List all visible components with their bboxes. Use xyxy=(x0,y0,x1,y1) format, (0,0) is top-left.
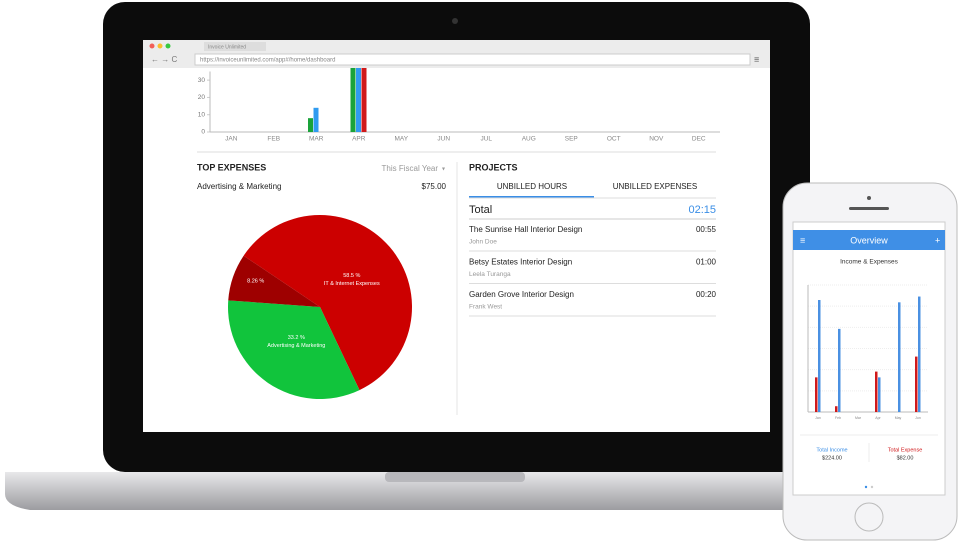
pie-slice xyxy=(243,215,412,391)
x-tick-label: JUL xyxy=(480,136,492,143)
pie-slice xyxy=(228,255,320,307)
x-tick-label: MAR xyxy=(309,136,324,143)
y-tick-label: 30 xyxy=(198,77,206,84)
expense-amount: $75.00 xyxy=(422,182,447,191)
period-select[interactable]: This Fiscal Year xyxy=(382,164,439,173)
slice-value: 8.26 % xyxy=(247,278,264,284)
chart-title: Income & Expenses xyxy=(840,259,899,266)
project-name: Betsy Estates Interior Design xyxy=(469,258,572,267)
section-title: PROJECTS xyxy=(469,162,518,172)
bar xyxy=(313,107,319,132)
project-name: The Sunrise Hall Interior Design xyxy=(469,225,582,234)
x-tick-label: OCT xyxy=(607,136,621,143)
bar xyxy=(918,296,921,412)
nav-icons[interactable]: ← → C xyxy=(151,55,177,64)
menu[interactable]: ≡ xyxy=(800,235,805,245)
y-tick-label: 20 xyxy=(198,94,206,101)
x-tick-label: Jan xyxy=(815,416,821,420)
y-tick-label: 10 xyxy=(198,111,206,118)
tab-indicator xyxy=(469,196,594,198)
bar xyxy=(898,302,901,412)
dot xyxy=(149,43,155,49)
income-label: Total Income xyxy=(816,447,847,453)
bar xyxy=(878,377,881,412)
tab[interactable]: UNBILLED HOURS xyxy=(497,182,567,191)
tab[interactable] xyxy=(204,42,266,51)
x-tick-label: NOV xyxy=(649,136,664,143)
x-tick-label: Jun xyxy=(915,416,921,420)
x-tick-label: May xyxy=(895,416,902,420)
section-title: TOP EXPENSES xyxy=(197,162,266,172)
slice-value: 58.5 % xyxy=(343,273,360,279)
laptop-base xyxy=(5,472,905,510)
add[interactable]: + xyxy=(935,235,940,245)
bar xyxy=(818,300,821,412)
bar xyxy=(356,68,361,132)
bar xyxy=(875,371,878,412)
x-tick-label: Mar xyxy=(855,416,862,420)
bar xyxy=(350,68,356,132)
dot xyxy=(165,43,171,49)
project-client: Leela Turanga xyxy=(469,271,511,278)
url: https://invoiceunlimited.com/app#/home/d… xyxy=(200,58,335,64)
x-tick-label: AUG xyxy=(522,136,536,143)
x-tick-label: FEB xyxy=(267,136,280,143)
expense-item: Advertising & Marketing xyxy=(197,182,281,191)
tab-title: Invoice Unlimited xyxy=(208,44,246,50)
home-button[interactable] xyxy=(854,502,884,532)
phone-header xyxy=(793,230,945,250)
bar xyxy=(915,356,918,412)
project-time: 00:20 xyxy=(696,290,717,299)
x-tick-label: DEC xyxy=(692,136,706,143)
slice-label: Advertising & Marketing xyxy=(267,343,325,349)
notch xyxy=(385,472,525,482)
bar xyxy=(308,118,313,132)
project-time: 00:55 xyxy=(696,225,717,234)
page-dot xyxy=(864,485,868,489)
x-tick-label: JAN xyxy=(225,136,238,143)
project-time: 01:00 xyxy=(696,258,717,267)
project-name: Garden Grove Interior Design xyxy=(469,290,574,299)
y-tick-label: 0 xyxy=(201,129,205,136)
speaker xyxy=(849,207,889,210)
bar xyxy=(361,68,367,132)
x-tick-label: JUN xyxy=(437,136,450,143)
pie-slice xyxy=(227,300,360,399)
x-tick-label: MAY xyxy=(394,136,408,143)
x-tick-label: Apr xyxy=(875,416,881,420)
url-bar[interactable] xyxy=(194,53,751,66)
plot: 0 10 20 30 xyxy=(198,68,720,136)
tab[interactable]: UNBILLED EXPENSES xyxy=(613,182,697,191)
phone-title: Overview xyxy=(850,235,888,245)
slice-value: 33.2 % xyxy=(288,335,305,341)
bar xyxy=(838,328,841,412)
x-tick-label: Feb xyxy=(835,416,841,420)
total-value: 02:15 xyxy=(688,204,716,216)
dot xyxy=(157,43,163,49)
x-tick-label: SEP xyxy=(565,136,578,143)
speaker xyxy=(867,196,871,200)
income: $224.00 xyxy=(822,455,842,461)
slice-label: IT & Internet Expenses xyxy=(324,281,380,287)
project-client: John Doe xyxy=(469,239,497,246)
caret: ▾ xyxy=(442,167,445,173)
x-tick-label: APR xyxy=(352,136,366,143)
camera xyxy=(452,18,458,24)
menu[interactable]: ≡ xyxy=(754,54,759,64)
expense: $82.00 xyxy=(897,455,914,461)
bar xyxy=(835,406,838,412)
total-label: Total xyxy=(469,204,492,216)
page-dot xyxy=(870,485,874,489)
project-client: Frank West xyxy=(469,304,502,311)
expense-label: Total Expense xyxy=(888,447,923,453)
bar xyxy=(815,377,818,412)
